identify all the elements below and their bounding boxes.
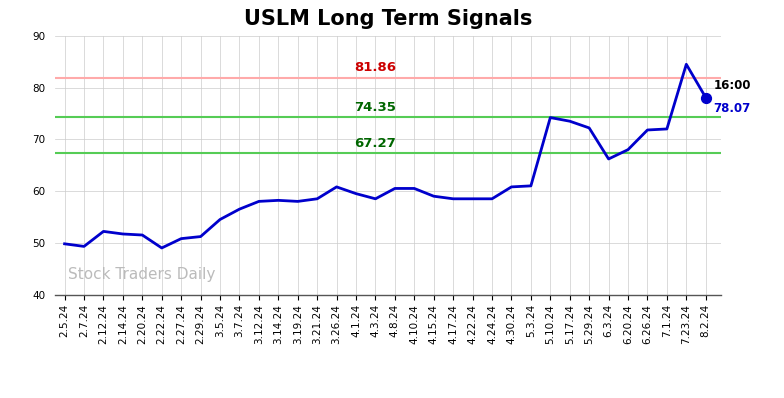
Text: 78.07: 78.07 [713, 101, 751, 115]
Title: USLM Long Term Signals: USLM Long Term Signals [244, 9, 532, 29]
Point [699, 94, 712, 101]
Text: 67.27: 67.27 [354, 137, 397, 150]
Text: 81.86: 81.86 [354, 61, 397, 74]
Text: Stock Traders Daily: Stock Traders Daily [68, 267, 216, 282]
Text: 16:00: 16:00 [713, 79, 751, 92]
Text: 74.35: 74.35 [354, 101, 397, 114]
